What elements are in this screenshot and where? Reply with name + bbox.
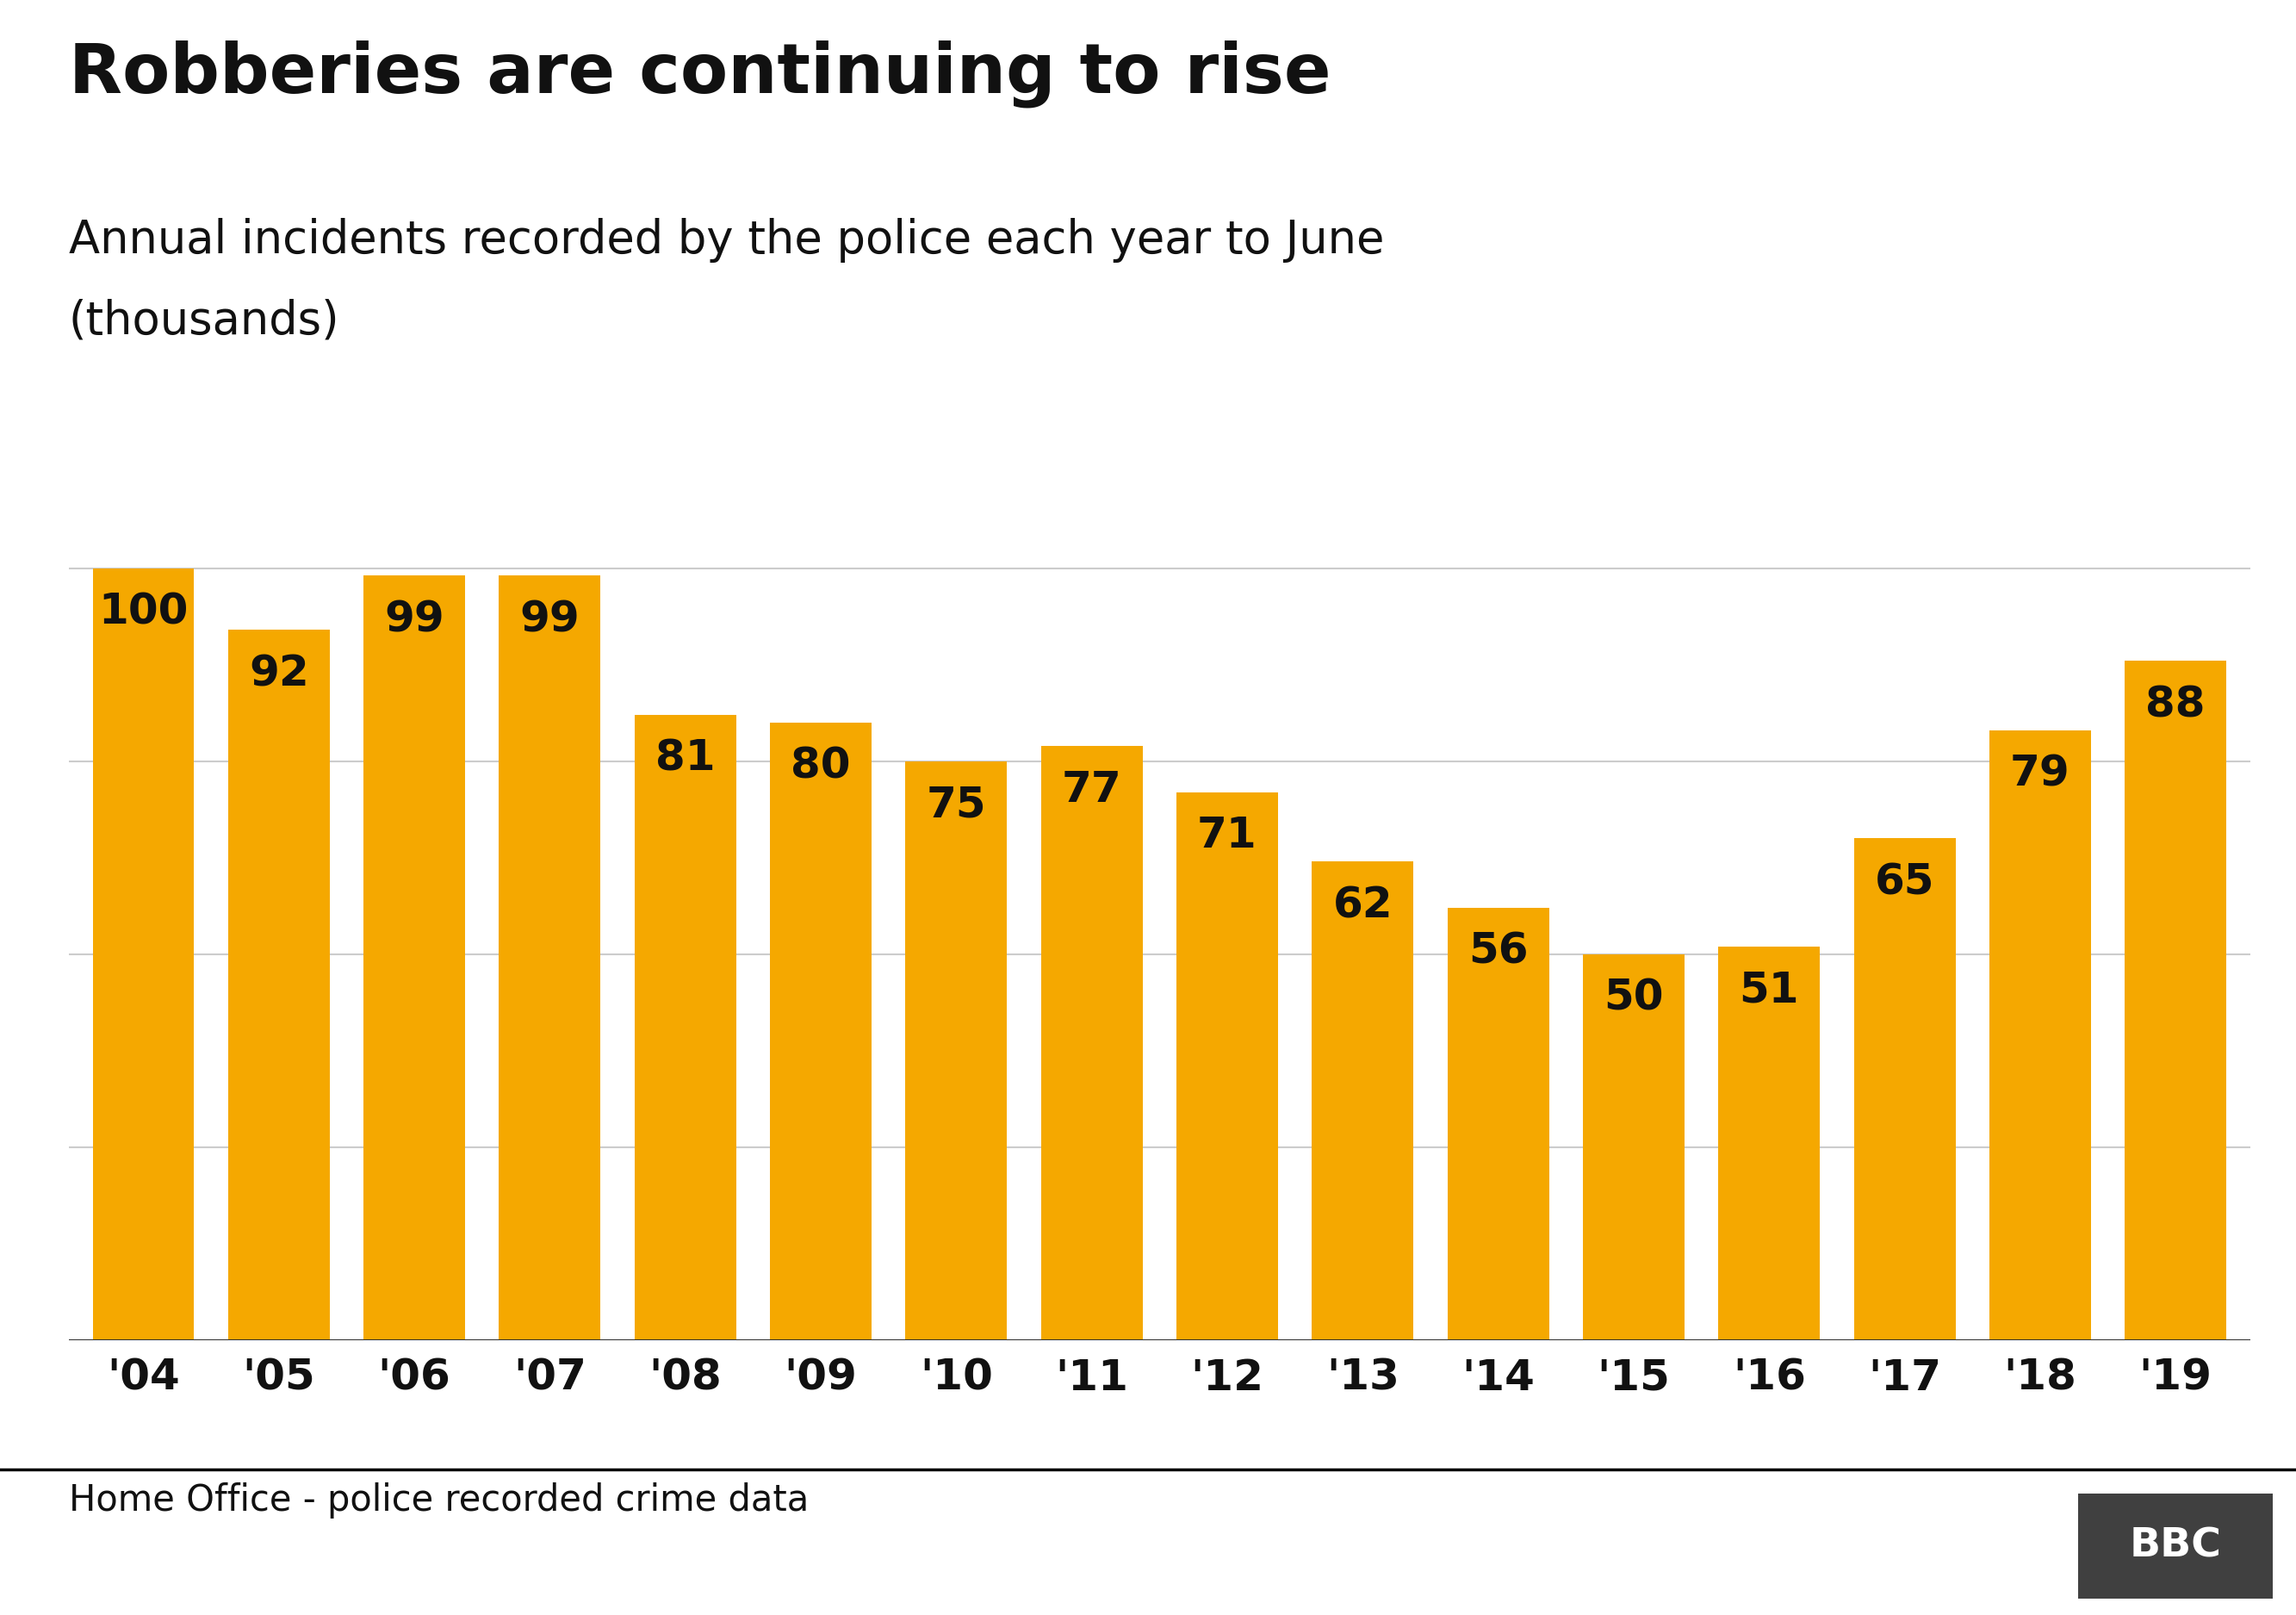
Text: 50: 50 — [1603, 977, 1665, 1019]
Text: (thousands): (thousands) — [69, 299, 340, 344]
Text: BBC: BBC — [2128, 1528, 2223, 1567]
Text: 75: 75 — [925, 785, 987, 825]
Text: 92: 92 — [248, 652, 310, 694]
Text: 80: 80 — [790, 746, 852, 787]
Bar — [905, 761, 1008, 1340]
Bar — [769, 722, 872, 1340]
Bar — [1176, 791, 1279, 1340]
Bar — [1446, 908, 1550, 1340]
Text: 71: 71 — [1196, 816, 1258, 856]
Bar — [363, 577, 466, 1340]
Bar — [634, 715, 737, 1340]
Text: 79: 79 — [2009, 754, 2071, 795]
Bar — [1311, 861, 1414, 1340]
Text: 77: 77 — [1061, 769, 1123, 811]
Bar — [1717, 946, 1821, 1340]
Text: 56: 56 — [1467, 932, 1529, 972]
Text: 99: 99 — [519, 599, 581, 640]
Text: 100: 100 — [99, 591, 188, 633]
Bar — [498, 577, 602, 1340]
Bar — [1853, 838, 1956, 1340]
Bar — [227, 630, 331, 1340]
Text: 51: 51 — [1738, 969, 1800, 1011]
Bar — [1988, 730, 2092, 1340]
Text: 81: 81 — [654, 738, 716, 780]
Bar — [2124, 661, 2227, 1340]
Text: Annual incidents recorded by the police each year to June: Annual incidents recorded by the police … — [69, 218, 1384, 263]
Text: Robberies are continuing to rise: Robberies are continuing to rise — [69, 40, 1332, 108]
Bar — [92, 568, 195, 1340]
Text: Home Office - police recorded crime data: Home Office - police recorded crime data — [69, 1483, 808, 1518]
Text: 65: 65 — [1874, 861, 1936, 903]
Text: 62: 62 — [1332, 885, 1394, 925]
Text: 99: 99 — [383, 599, 445, 640]
Bar — [1040, 746, 1143, 1340]
Bar — [1582, 954, 1685, 1340]
Text: 88: 88 — [2147, 683, 2206, 725]
